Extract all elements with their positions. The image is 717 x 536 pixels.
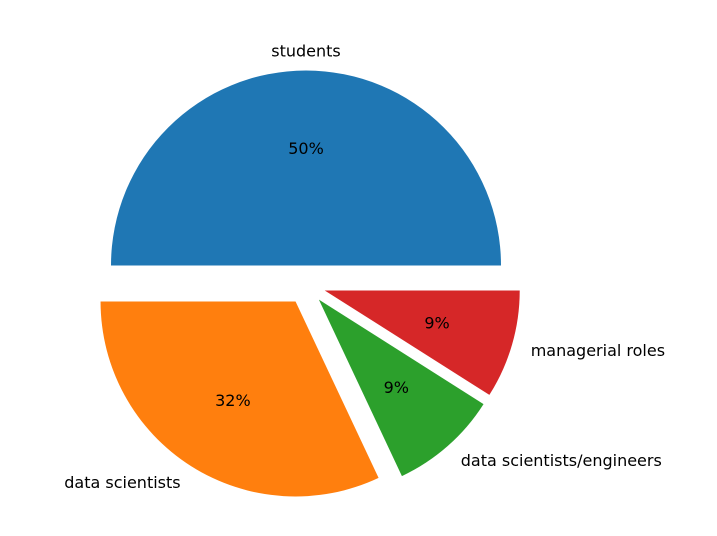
pie-percent-label-students: 50%	[288, 139, 324, 158]
pie-percent-label-managerial-roles: 9%	[424, 314, 449, 333]
pie-slices	[100, 70, 520, 497]
pie-slice-managerial-roles	[324, 290, 520, 395]
pie-slice-data-scientists-engineers	[318, 299, 484, 477]
pie-category-label-data-scientists-engineers: data scientists/engineers	[461, 451, 662, 470]
pie-percent-label-data-scientists: 32%	[215, 391, 251, 410]
pie-slice-data-scientists	[100, 301, 379, 497]
pie-category-label-data-scientists: data scientists	[64, 473, 180, 492]
pie-labels: 50% students 32% data scientists 9% data scie…	[64, 42, 665, 493]
pie-category-label-students: students	[271, 42, 341, 61]
pie-percent-label-data-scientists-engineers: 9%	[384, 378, 409, 397]
pie-category-label-managerial-roles: managerial roles	[531, 341, 665, 360]
pie-slice-students	[111, 70, 501, 266]
